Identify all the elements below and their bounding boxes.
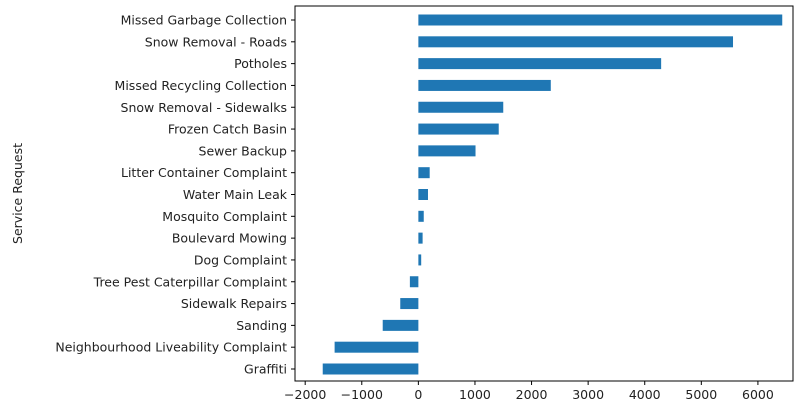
bar — [418, 210, 424, 222]
bar — [418, 189, 428, 200]
y-tick-label: Missed Garbage Collection — [121, 13, 287, 28]
bars-group — [322, 14, 783, 375]
bar — [334, 341, 419, 353]
bar — [400, 298, 419, 310]
y-tick-label: Snow Removal - Roads — [145, 34, 287, 49]
bar — [418, 101, 504, 113]
y-tick-label: Dog Complaint — [194, 252, 287, 267]
bar — [418, 36, 734, 48]
x-tick-label: −2000 — [284, 387, 326, 402]
x-tick-label: 3000 — [572, 387, 604, 402]
bar — [418, 58, 662, 70]
y-tick-label: Frozen Catch Basin — [168, 122, 287, 137]
y-tick-label: Sewer Backup — [199, 143, 288, 158]
bar — [418, 254, 422, 266]
x-tick-labels: −2000 −1000 0 1000 2000 3000 4000 5000 6000 — [284, 387, 774, 402]
x-tick-label: 0 — [414, 387, 422, 402]
y-tick-label: Missed Recycling Collection — [115, 78, 287, 93]
y-tick-label: Litter Container Complaint — [121, 165, 287, 180]
plot-frame — [294, 5, 794, 382]
bar — [409, 276, 419, 288]
x-tick-label: −1000 — [341, 387, 383, 402]
x-tick-label: 2000 — [516, 387, 548, 402]
bar — [418, 79, 551, 91]
y-tick-label: Mosquito Complaint — [162, 209, 287, 224]
y-tick-label: Tree Pest Caterpillar Complaint — [93, 274, 287, 289]
bar — [418, 14, 783, 26]
bar — [418, 145, 476, 157]
bar — [418, 232, 423, 244]
y-tick-labels: Missed Garbage Collection Snow Removal - … — [55, 13, 287, 377]
y-tick-label: Water Main Leak — [183, 187, 288, 202]
bar — [418, 167, 430, 179]
y-tick-label: Sidewalk Repairs — [181, 296, 287, 311]
y-tick-label: Potholes — [234, 56, 287, 71]
y-tick-label: Graffiti — [244, 362, 287, 377]
bar — [418, 123, 499, 135]
y-tick-label: Snow Removal - Sidewalks — [121, 100, 287, 115]
x-tick-label: 6000 — [742, 387, 774, 402]
bar — [322, 363, 419, 375]
y-tick-label: Boulevard Mowing — [172, 231, 287, 246]
x-ticks — [304, 381, 759, 385]
y-tick-label: Neighbourhood Liveability Complaint — [55, 340, 287, 355]
x-tick-label: 1000 — [459, 387, 491, 402]
x-tick-label: 4000 — [629, 387, 661, 402]
y-tick-label: Sanding — [236, 318, 287, 333]
y-axis-title: Service Request — [10, 143, 25, 244]
y-ticks — [291, 19, 295, 370]
bar — [382, 319, 419, 331]
x-tick-label: 5000 — [685, 387, 717, 402]
